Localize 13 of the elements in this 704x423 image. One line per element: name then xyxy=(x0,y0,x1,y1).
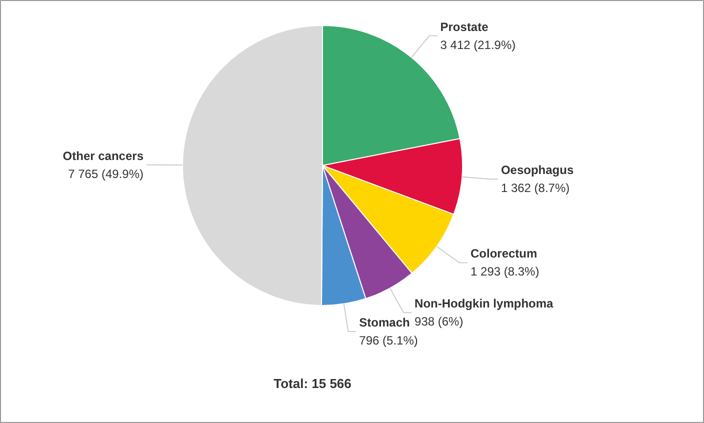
data-label: 938 (6%) xyxy=(414,314,464,329)
data-label: 3 412 (21.9%) xyxy=(440,38,516,52)
slice-label: Prostate xyxy=(440,20,489,34)
slice-label: Stomach xyxy=(359,316,410,330)
slice-label: Colorectum xyxy=(470,246,538,261)
slice-label: Oesophagus xyxy=(500,163,574,178)
data-label: 1 362 (8.7%) xyxy=(500,181,570,196)
slice-label: Non-Hodgkin lymphoma xyxy=(414,296,554,311)
data-label: 1 293 (8.3%) xyxy=(470,264,540,279)
slice-label: Other cancers xyxy=(62,148,144,163)
data-label: 796 (5.1%) xyxy=(359,334,418,348)
text: Total: 15 566 xyxy=(274,376,352,391)
data-label: 7 765 (49.9%) xyxy=(68,166,144,181)
